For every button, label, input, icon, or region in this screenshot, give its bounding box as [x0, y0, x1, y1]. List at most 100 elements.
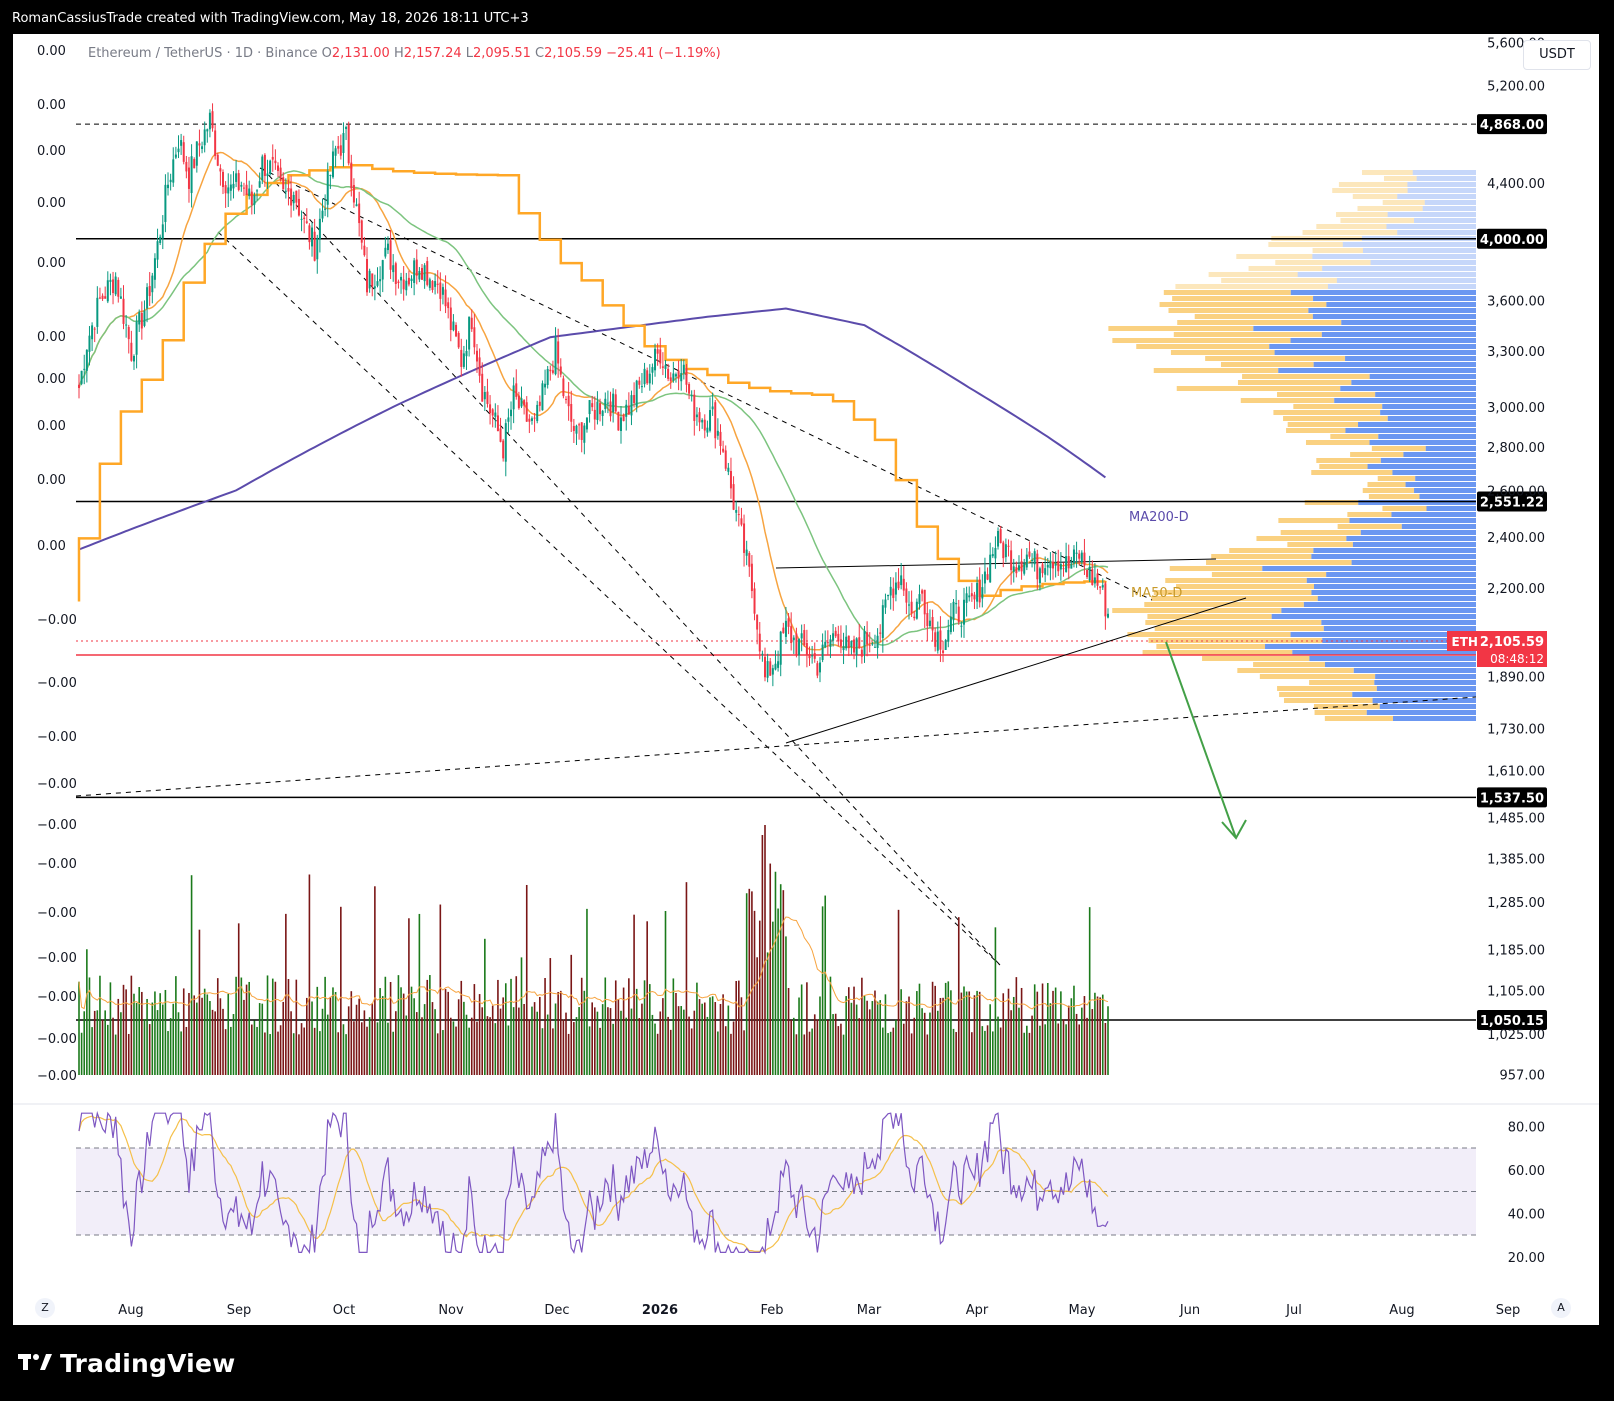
- volume-profile-bar: [1319, 464, 1368, 469]
- volume-bar: [816, 1019, 819, 1075]
- volume-profile-bar: [1358, 422, 1476, 427]
- volume-profile-bar: [1392, 470, 1476, 475]
- volume-bar: [114, 1034, 117, 1075]
- volume-bar: [203, 988, 206, 1075]
- candle-body: [413, 260, 416, 283]
- volume-bar: [766, 952, 769, 1075]
- candle-body: [263, 154, 266, 177]
- volume-bar: [83, 1011, 86, 1075]
- volume-bar: [735, 981, 737, 1075]
- candle-body: [551, 370, 554, 373]
- candle-body: [193, 159, 196, 169]
- left-axis-label: −0.00: [37, 951, 77, 966]
- candle-body: [148, 285, 151, 296]
- candle-body: [214, 130, 217, 156]
- volume-bar: [237, 923, 240, 1075]
- volume-bar: [997, 1016, 999, 1075]
- currency-button[interactable]: USDT: [1523, 40, 1591, 70]
- candle-body: [146, 287, 149, 309]
- candle-body: [256, 190, 259, 192]
- volume-profile-bar: [1275, 260, 1371, 265]
- volume-bar: [614, 980, 617, 1075]
- volume-bar: [489, 1017, 491, 1075]
- volume-bar: [855, 1004, 858, 1075]
- volume-bar: [641, 1003, 643, 1075]
- candle-body: [999, 529, 1002, 544]
- candle-body: [496, 415, 499, 432]
- candle-body: [376, 281, 379, 286]
- candle-body: [750, 563, 753, 592]
- volume-bar: [520, 957, 523, 1075]
- tradingview-logo[interactable]: TradingView: [18, 1349, 235, 1378]
- zoom-reset-button[interactable]: Z: [35, 1298, 55, 1318]
- left-axis-label: −0.00: [37, 676, 77, 691]
- volume-bar: [732, 1021, 735, 1075]
- volume-profile-bar: [1382, 200, 1425, 205]
- volume-bar: [931, 981, 934, 1075]
- auto-scale-button[interactable]: A: [1551, 1298, 1571, 1318]
- candle-body: [722, 448, 725, 452]
- volume-profile-bar: [1177, 320, 1342, 325]
- time-axis-label: Sep: [227, 1303, 252, 1318]
- volume-bar: [554, 1003, 557, 1075]
- volume-profile-bar: [1407, 188, 1476, 193]
- volume-bar: [269, 1034, 271, 1075]
- volume-bar: [978, 991, 981, 1075]
- left-axis-label: 0.00: [37, 473, 66, 488]
- level-price-tag: [1477, 787, 1547, 808]
- candle-body: [104, 296, 107, 299]
- volume-profile-bar: [1414, 488, 1476, 493]
- candle-body: [892, 588, 895, 598]
- volume-profile-bar: [1303, 602, 1476, 607]
- volume-bar: [1070, 998, 1073, 1075]
- volume-bar: [923, 1012, 926, 1075]
- candle-body: [829, 639, 832, 647]
- candle-body: [339, 145, 342, 156]
- candle-body: [174, 154, 177, 158]
- volume-profile-bar: [1380, 410, 1476, 415]
- volume-bar: [654, 1023, 656, 1075]
- candle-body: [748, 553, 751, 567]
- volume-bar: [552, 1028, 554, 1075]
- candle-body: [172, 159, 175, 183]
- left-axis-label: −0.00: [37, 777, 77, 792]
- volume-bar: [981, 1026, 984, 1075]
- volume-bar: [368, 1017, 371, 1075]
- current-price-value: 2,105.59: [1480, 635, 1544, 650]
- candle-body: [358, 203, 361, 224]
- candle-body: [533, 417, 536, 419]
- volume-profile-bar: [1286, 428, 1346, 433]
- chart-panel[interactable]: [13, 34, 1599, 1325]
- left-axis-label: 0.00: [37, 44, 66, 59]
- candle-body: [897, 581, 900, 589]
- volume-bar: [107, 1024, 109, 1075]
- close-label: C: [535, 46, 545, 61]
- volume-bar: [258, 1003, 261, 1075]
- volume-profile-bar: [1148, 638, 1323, 643]
- left-axis-label: 0.00: [37, 330, 66, 345]
- candle-body: [635, 380, 638, 407]
- candle-body: [774, 663, 777, 670]
- candle-body: [674, 374, 677, 377]
- level-price-tag: [1477, 491, 1547, 512]
- candle-body: [989, 554, 992, 583]
- candle-body: [426, 261, 429, 285]
- candle-body: [777, 661, 780, 668]
- volume-bar: [596, 1011, 599, 1075]
- volume-bar: [847, 987, 850, 1075]
- candle-body: [321, 210, 324, 219]
- volume-bar: [264, 1032, 266, 1075]
- volume-bar: [248, 981, 250, 1075]
- volume-bar: [1028, 1032, 1031, 1075]
- candle-body: [732, 484, 735, 510]
- volume-bar: [316, 986, 319, 1075]
- candle-body: [520, 398, 523, 407]
- volume-bar: [201, 997, 203, 1075]
- candle-body: [512, 385, 515, 410]
- volume-bar: [876, 1001, 879, 1075]
- volume-bar: [363, 1010, 366, 1075]
- volume-bar: [245, 984, 248, 1075]
- volume-bar: [298, 1034, 300, 1075]
- volume-bar: [169, 1018, 172, 1075]
